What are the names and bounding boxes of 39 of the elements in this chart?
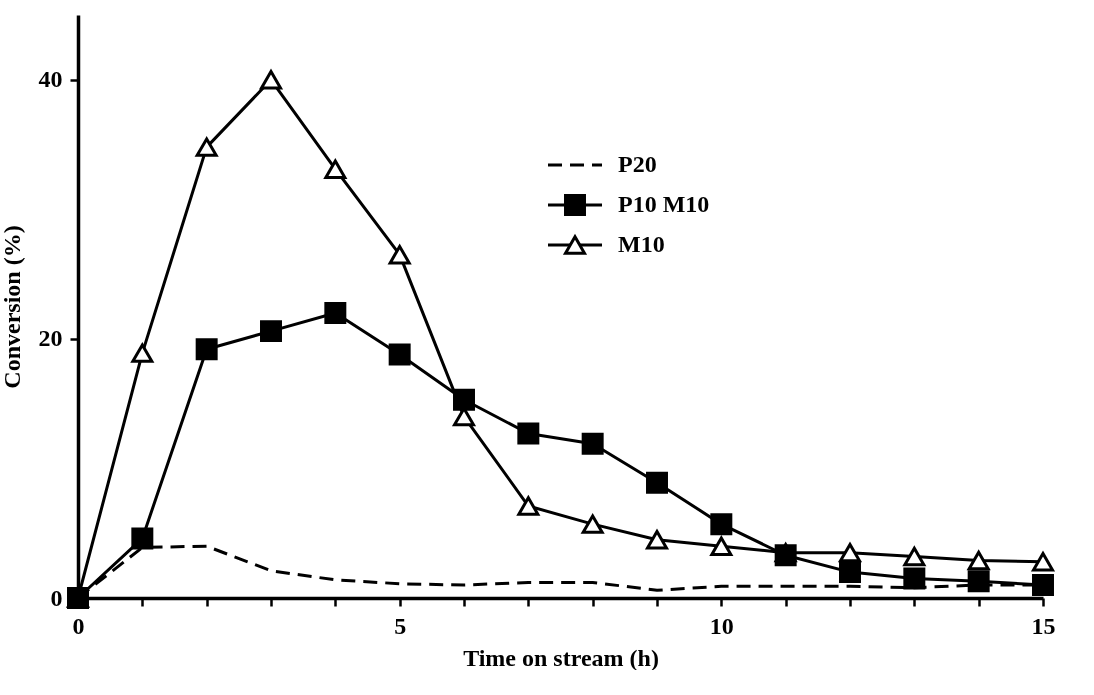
point <box>581 432 604 455</box>
point <box>517 496 540 516</box>
point <box>195 338 218 361</box>
x-tick-label: 10 <box>709 612 734 639</box>
point <box>903 567 926 590</box>
point <box>581 514 604 534</box>
point <box>260 70 282 90</box>
legend-label: P20 <box>618 151 657 177</box>
y-axis-title: Conversion (%) <box>0 225 25 389</box>
point <box>195 137 218 157</box>
point <box>517 422 540 445</box>
point <box>388 244 411 265</box>
point <box>710 536 733 556</box>
y-tick-label: 40 <box>38 66 63 93</box>
y-tick-label: 0 <box>50 584 63 611</box>
point <box>967 550 990 571</box>
point <box>967 570 990 593</box>
y-tick-label: 20 <box>38 325 63 352</box>
x-tick-label: 5 <box>394 612 407 639</box>
point <box>260 320 282 343</box>
point <box>710 513 733 536</box>
legend-label: P10 M10 <box>618 191 710 217</box>
x-tick-label: 15 <box>1031 612 1056 639</box>
x-axis-title: Time on stream (h) <box>463 644 659 671</box>
point <box>839 542 861 563</box>
point <box>1032 574 1054 597</box>
point <box>131 343 154 363</box>
point <box>453 388 475 411</box>
point <box>646 471 668 494</box>
point <box>839 561 861 584</box>
point <box>131 527 154 550</box>
point <box>1032 552 1054 572</box>
point <box>324 301 347 324</box>
point <box>324 159 347 179</box>
legend-label: M10 <box>618 231 665 257</box>
point <box>646 529 668 550</box>
point <box>903 546 926 567</box>
point <box>388 343 411 366</box>
x-tick-label: 0 <box>72 612 85 639</box>
